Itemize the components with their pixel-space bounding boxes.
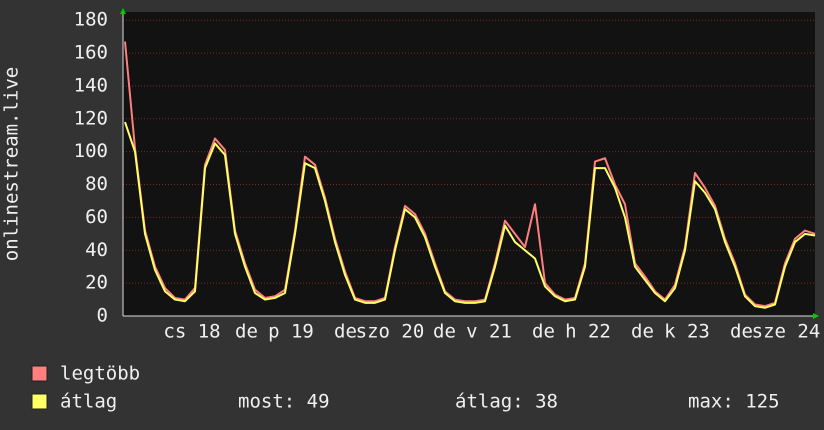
legend-swatch [31,365,48,382]
y-tick-label: 120 [74,107,108,129]
axis-arrow [813,313,819,319]
y-tick-label: 80 [85,173,108,195]
y-tick-label: 20 [85,272,108,294]
x-tick-label: de [631,321,654,343]
legend-swatch [31,393,48,410]
x-tick-label: de [433,321,456,343]
y-tick-label: 160 [74,42,108,64]
x-tick-label: k 23 [664,321,710,343]
y-tick-label: 0 [97,305,108,327]
series-line [124,121,816,309]
x-tick-label: szo 20 [356,321,425,343]
plot-area [123,12,815,316]
y-axis-label: onlinestream.live [1,67,23,261]
legend-stat: most: 49 [238,391,330,413]
y-tick-label: 60 [85,206,108,228]
x-tick-label: cs 18 [163,321,220,343]
x-tick-label: p 19 [268,321,314,343]
x-tick-label: de [235,321,258,343]
x-tick-label: de [334,321,357,343]
axis-arrow [120,8,126,14]
x-tick-label: de [730,321,753,343]
legend-label: legtöbb [60,363,140,385]
y-tick-label: 40 [85,239,108,261]
x-tick-label: h 22 [565,321,611,343]
x-tick-label: sze 24 [752,321,821,343]
lines [124,41,816,309]
x-tick-label: v 21 [466,321,512,343]
y-tick-label: 180 [74,9,108,31]
y-tick-label: 100 [74,140,108,162]
legend: legtöbb átlag most: 49 átlag: 38 max: 125 [31,363,780,413]
x-tick-label: de [532,321,555,343]
legend-stat: átlag: 38 [455,391,558,413]
y-tick-label: 140 [74,74,108,96]
legend-stat: max: 125 [688,391,780,413]
legend-label: átlag [60,391,117,413]
